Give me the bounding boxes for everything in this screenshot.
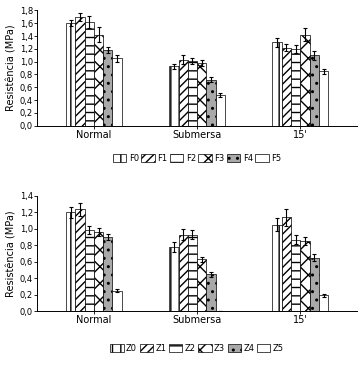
Bar [216,95,225,126]
Bar [75,17,84,126]
Bar [310,55,319,126]
Bar [84,22,94,126]
Bar [300,241,310,311]
Bar [188,61,197,126]
Bar [178,60,188,126]
Y-axis label: Resistência (MPa): Resistência (MPa) [7,210,17,297]
Bar [197,259,206,311]
Bar [282,47,291,126]
Bar [169,247,178,311]
Y-axis label: Resistência (MPa): Resistência (MPa) [7,25,17,111]
Bar [319,71,328,126]
Bar [178,235,188,311]
Bar [66,212,75,311]
Legend: Z0, Z1, Z2, Z3, Z4, Z5: Z0, Z1, Z2, Z3, Z4, Z5 [110,344,284,353]
Bar [291,49,300,126]
Bar [197,63,206,126]
Bar [94,232,103,311]
Bar [103,237,112,311]
Bar [188,235,197,311]
Bar [84,230,94,311]
Bar [112,58,122,126]
Bar [94,35,103,126]
Bar [169,66,178,126]
Bar [272,42,282,126]
Bar [300,35,310,126]
Bar [272,225,282,311]
Bar [112,291,122,311]
Bar [282,217,291,311]
Bar [310,258,319,311]
Bar [291,239,300,311]
Bar [66,23,75,126]
Bar [206,80,216,126]
Bar [319,296,328,311]
Bar [75,209,84,311]
Bar [206,274,216,311]
Legend: F0, F1, F2, F3, F4, F5: F0, F1, F2, F3, F4, F5 [113,154,281,163]
Bar [103,50,112,126]
